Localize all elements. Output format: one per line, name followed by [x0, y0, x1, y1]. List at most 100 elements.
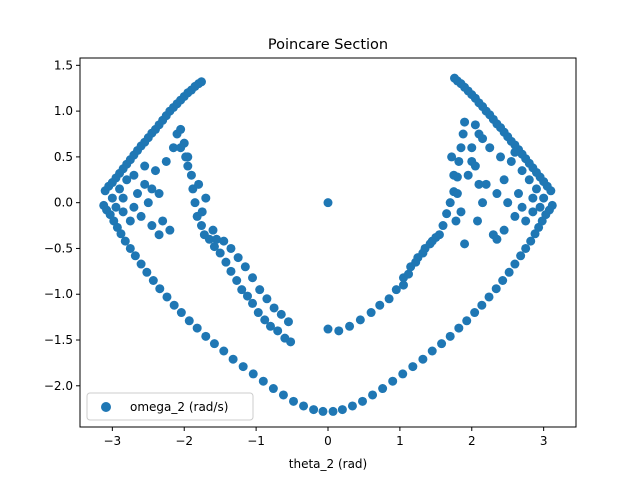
scatter-point [228, 354, 238, 364]
scatter-point [125, 216, 135, 226]
scatter-point [140, 161, 150, 171]
scatter-point [355, 315, 365, 325]
scatter-point [233, 253, 243, 263]
y-tick-label: 0.0 [54, 196, 73, 210]
scatter-point [491, 284, 501, 294]
scatter-point [337, 405, 347, 415]
scatter-point [238, 362, 248, 372]
scatter-point [262, 294, 272, 304]
scatter-point [226, 266, 236, 276]
scatter-point [260, 315, 270, 325]
scatter-point [451, 216, 461, 226]
legend-box [86, 392, 254, 421]
scatter-point [286, 337, 296, 347]
scatter-point [418, 248, 428, 258]
scatter-point [197, 207, 207, 217]
scatter-point [201, 331, 211, 341]
scatter-point [118, 207, 128, 217]
scatter-point [136, 211, 146, 221]
scatter-point [147, 221, 157, 231]
scatter-point [498, 275, 508, 285]
scatter-point [219, 236, 229, 246]
scatter-point [539, 193, 549, 203]
scatter-point [255, 285, 265, 295]
scatter-point [358, 396, 368, 406]
scatter-point [168, 143, 178, 153]
scatter-point [269, 303, 279, 313]
y-tick-label: −1.0 [44, 287, 73, 301]
scatter-point [148, 275, 158, 285]
y-tick-label: −2.0 [44, 379, 73, 393]
scatter-point [196, 221, 206, 231]
scatter-point [221, 257, 231, 267]
scatter-point [240, 262, 250, 272]
y-tick-label: 0.5 [54, 150, 73, 164]
scatter-point [176, 308, 186, 318]
y-tick-label: −0.5 [44, 241, 73, 255]
scatter-point [474, 129, 484, 139]
scatter-point [470, 308, 480, 318]
legend-marker [101, 402, 111, 412]
scatter-point [492, 189, 502, 199]
scatter-point [447, 152, 457, 162]
scatter-point [499, 225, 509, 235]
scatter-point [215, 248, 225, 258]
scatter-point [547, 200, 557, 210]
scatter-point [125, 243, 135, 253]
x-tick-label: −2 [175, 434, 193, 448]
scatter-point [516, 251, 526, 261]
scatter-point [165, 225, 175, 235]
scatter-point [120, 236, 130, 246]
scatter-point [143, 198, 153, 208]
plot-area-frame [79, 57, 577, 428]
scatter-point [347, 401, 357, 411]
scatter-point [208, 225, 218, 235]
scatter-point [510, 259, 520, 269]
scatter-point [328, 406, 338, 416]
scatter-point [184, 316, 194, 326]
scatter-point [133, 189, 143, 199]
scatter-point [454, 156, 464, 166]
scatter-point [425, 239, 435, 249]
scatter-point [283, 317, 293, 327]
x-tick-label: 0 [324, 434, 332, 448]
x-tick-label: 3 [540, 434, 548, 448]
scatter-point [524, 175, 534, 185]
scatter-point [209, 339, 219, 349]
legend: omega_2 (rad/s) [86, 392, 254, 421]
scatter-point [477, 300, 487, 310]
scatter-point [437, 339, 447, 349]
scatter-point [449, 170, 459, 180]
scatter-point [438, 221, 448, 231]
scatter-point [456, 207, 466, 217]
scatter-point [154, 230, 164, 240]
scatter-point [309, 405, 319, 415]
scatter-point [345, 321, 355, 331]
scatter-point [268, 384, 278, 394]
scatter-point [473, 216, 483, 226]
scatter-point [526, 236, 536, 246]
scatter-point [445, 331, 455, 341]
scatter-point [111, 202, 121, 212]
scatter-point [140, 179, 150, 189]
scatter-point [366, 308, 376, 318]
scatter-point [288, 396, 298, 406]
scatter-point [442, 209, 452, 219]
scatter-point [212, 234, 222, 244]
scatter-point [265, 321, 275, 331]
scatter-point [460, 239, 470, 249]
scatter-point [427, 346, 437, 356]
scatter-point [248, 298, 258, 308]
x-axis-label: theta_2 (rad) [289, 457, 367, 471]
scatter-point [452, 189, 462, 199]
scatter-point [136, 259, 146, 269]
scatter-point [183, 161, 193, 171]
legend-label: omega_2 (rad/s) [130, 400, 228, 414]
scatter-point [531, 184, 541, 194]
y-tick-label: −1.5 [44, 333, 73, 347]
scatter-point [521, 216, 531, 226]
scatter-point [470, 161, 480, 171]
scatter-point [528, 193, 538, 203]
scatter-point [478, 198, 488, 208]
scatter-point [528, 207, 538, 217]
